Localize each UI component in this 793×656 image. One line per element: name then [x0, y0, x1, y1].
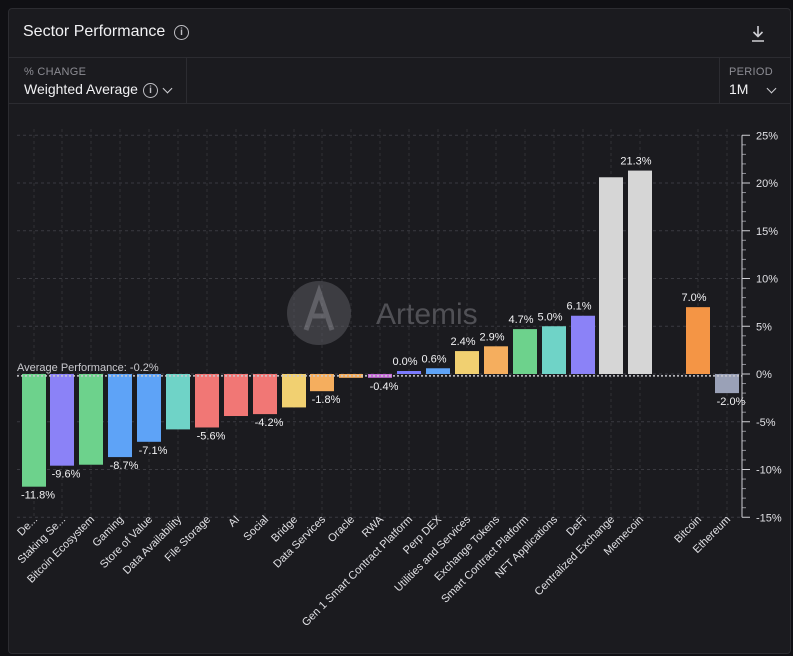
- bar: [599, 177, 623, 374]
- controls-bar: % CHANGE Weighted Average i PERIOD 1M: [9, 57, 790, 104]
- data-label: 2.4%: [450, 336, 475, 348]
- data-label: -0.4%: [370, 381, 399, 393]
- y-tick-label: -15%: [756, 512, 782, 524]
- data-label: -4.2%: [255, 417, 284, 429]
- data-label: 0.0%: [392, 356, 417, 368]
- metric-value: Weighted Average: [24, 81, 138, 97]
- bar: [224, 374, 248, 417]
- bar: [368, 374, 392, 378]
- data-labels: -11.8% -9.6% -8.7%-7.1% -5.6% -4.2% -1.8% -0.4…: [21, 156, 746, 502]
- x-tick-label: Oracle: [326, 514, 357, 545]
- bar: [282, 374, 306, 408]
- download-icon[interactable]: [750, 25, 766, 43]
- bar: [108, 374, 132, 458]
- metric-select[interactable]: % CHANGE Weighted Average i: [9, 57, 187, 103]
- y-tick-label: 25%: [756, 130, 778, 142]
- bar: [22, 374, 46, 487]
- watermark: Artemis: [287, 281, 478, 345]
- bar: [50, 374, 74, 466]
- bar: [686, 307, 710, 374]
- chevron-down-icon[interactable]: [766, 83, 777, 94]
- bar: [397, 371, 421, 374]
- metric-label: % CHANGE: [24, 66, 87, 78]
- watermark-text: Artemis: [376, 298, 478, 331]
- data-label: 6.1%: [566, 301, 591, 313]
- bar: [571, 315, 595, 374]
- bar: [715, 374, 739, 394]
- data-label: -1.8%: [312, 394, 341, 406]
- period-select[interactable]: PERIOD 1M: [719, 57, 790, 103]
- period-value: 1M: [729, 81, 749, 97]
- y-tick-label: 0%: [756, 369, 772, 381]
- data-label: -11.8%: [21, 490, 55, 502]
- bar-chart: Artemis Average Performance: -0.2% -11.8…: [15, 129, 782, 629]
- data-label: 5.0%: [537, 311, 562, 323]
- artemis-logo: [287, 281, 351, 345]
- x-tick-label: DeFi: [564, 514, 589, 539]
- data-label: 4.7%: [508, 314, 533, 326]
- bar: [195, 374, 219, 428]
- bar: [253, 374, 277, 415]
- x-tick-label: RWA: [360, 513, 387, 540]
- chevron-down-icon[interactable]: [162, 83, 173, 94]
- bar: [455, 351, 479, 374]
- y-tick-label: 15%: [756, 226, 778, 238]
- bar: [426, 368, 450, 374]
- x-axis: De...Staking Se...Bitcoin EcosystemGamin…: [15, 513, 733, 629]
- period-label: PERIOD: [729, 66, 773, 78]
- x-tick-label: Social: [241, 514, 271, 544]
- chart-area: Artemis Average Performance: -0.2% -11.8…: [9, 104, 790, 653]
- card-header: Sector Performance i: [9, 9, 790, 58]
- y-axis: 25% 20% 15% 10% 5% 0% -5% -10% -15%: [741, 130, 782, 524]
- bars: [22, 170, 739, 487]
- bar: [166, 374, 190, 430]
- y-tick-label: 5%: [756, 321, 772, 333]
- y-tick-label: -5%: [756, 417, 776, 429]
- y-tick-label: 10%: [756, 274, 778, 286]
- average-label: Average Performance: -0.2%: [17, 362, 159, 374]
- x-tick-label: AI: [226, 514, 242, 530]
- data-label: 7.0%: [681, 292, 706, 304]
- y-tick-label: 20%: [756, 178, 778, 190]
- data-label: -8.7%: [110, 460, 139, 472]
- info-icon[interactable]: i: [174, 25, 189, 40]
- bar: [79, 374, 103, 465]
- data-label: 2.9%: [479, 331, 504, 343]
- data-label: 21.3%: [620, 156, 651, 168]
- data-label: -7.1%: [139, 445, 168, 457]
- sector-performance-card: Sector Performance i % CHANGE Weighted A…: [8, 8, 791, 654]
- data-label: 0.6%: [421, 353, 446, 365]
- bar: [628, 170, 652, 374]
- bar: [513, 329, 537, 374]
- bar: [137, 374, 161, 442]
- page-title: Sector Performance: [23, 23, 166, 40]
- average-line: Average Performance: -0.2%: [17, 362, 742, 377]
- data-label: -9.6%: [52, 469, 81, 481]
- bar: [484, 346, 508, 374]
- bar: [310, 374, 334, 392]
- data-label: -5.6%: [197, 430, 226, 442]
- metric-info-icon[interactable]: i: [143, 83, 158, 98]
- data-label: -2.0%: [717, 396, 746, 408]
- bar: [542, 326, 566, 374]
- y-tick-label: -10%: [756, 465, 782, 477]
